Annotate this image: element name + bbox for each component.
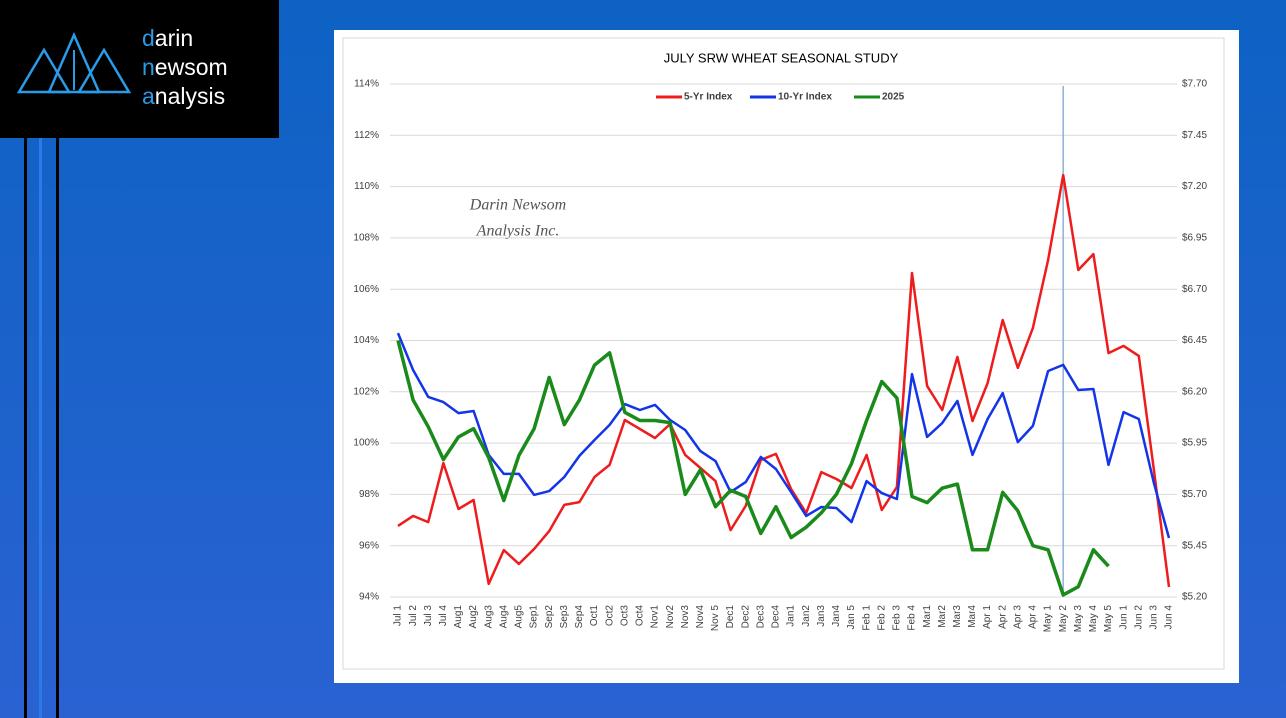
x-tick-label: Dec2 [740, 605, 751, 629]
logo-word: newsom [142, 54, 228, 80]
y-tick-label: 108% [353, 233, 379, 244]
y-tick-label: 98% [359, 489, 379, 500]
x-tick-label: Jan1 [786, 605, 797, 627]
x-tick-label: Jan2 [801, 605, 812, 627]
y2-tick-label: $6.95 [1182, 233, 1207, 244]
x-tick-label: Apr 4 [1028, 605, 1039, 629]
x-tick-label: Nov 5 [710, 605, 721, 632]
x-tick-label: Jun 3 [1149, 605, 1160, 630]
x-tick-label: Aug2 [468, 605, 479, 629]
x-tick-label: Mar3 [952, 605, 963, 628]
series-line [397, 173, 1171, 588]
x-tick-label: Aug3 [483, 605, 494, 629]
logo: darin newsom analysis [0, 0, 279, 138]
y-tick-label: 114% [354, 79, 379, 90]
logo-icon [16, 31, 132, 94]
x-tick-label: Aug1 [453, 605, 464, 629]
x-tick-label: Jun 4 [1164, 605, 1175, 630]
x-tick-label: May 2 [1058, 605, 1069, 633]
chart-title: JULY SRW WHEAT SEASONAL STUDY [664, 50, 899, 65]
x-tick-label: Sep3 [559, 605, 570, 629]
x-tick-label: Nov4 [695, 605, 706, 629]
y2-tick-label: $5.70 [1182, 489, 1207, 500]
y2-tick-label: $7.70 [1182, 79, 1207, 90]
series-line [396, 332, 1171, 539]
x-tick-label: Jul 4 [438, 605, 449, 627]
chart: JULY SRW WHEAT SEASONAL STUDY Darin News… [342, 37, 1225, 670]
x-tick-label: Apr 3 [1012, 605, 1023, 629]
x-tick-label: Dec4 [771, 605, 782, 629]
x-tick-label: Jun 2 [1133, 605, 1144, 630]
x-tick-label: Aug5 [514, 605, 525, 629]
x-tick-label: Jul 1 [393, 605, 404, 627]
logo-word: analysis [142, 83, 226, 109]
x-tick-label: May 1 [1043, 605, 1054, 633]
plot-border [342, 37, 1225, 670]
y-tick-label: 96% [359, 540, 379, 551]
x-tick-label: May 3 [1073, 605, 1084, 633]
x-tick-label: Nov1 [650, 605, 661, 629]
x-tick-label: Jun 1 [1118, 605, 1129, 630]
x-tick-label: Oct3 [619, 605, 630, 627]
legend-label: 10-Yr Index [778, 92, 832, 103]
y-tick-label: 112% [354, 130, 379, 141]
x-tick-label: Sep1 [529, 605, 540, 629]
x-tick-label: Feb 3 [892, 605, 903, 631]
x-tick-label: Oct4 [635, 605, 646, 627]
chart-area: JULY SRW WHEAT SEASONAL STUDY Darin News… [334, 30, 1239, 683]
legend-label: 2025 [882, 92, 905, 103]
x-tick-label: May 4 [1088, 605, 1099, 633]
y2-tick-label: $5.45 [1182, 540, 1207, 551]
x-tick-label: Dec3 [755, 605, 766, 629]
x-tick-label: Jan 5 [846, 605, 857, 630]
decor-line [24, 138, 27, 718]
y2-tick-label: $5.20 [1182, 592, 1207, 603]
decor-line [56, 138, 59, 718]
x-tick-label: Jan4 [831, 605, 842, 627]
x-tick-label: Sep4 [574, 605, 585, 629]
x-tick-label: Apr 2 [997, 605, 1008, 629]
x-tick-label: Sep2 [544, 605, 555, 629]
x-tick-label: Oct2 [604, 605, 615, 627]
y-tick-label: 104% [353, 335, 379, 346]
x-tick-label: Nov2 [665, 605, 676, 629]
y-tick-label: 106% [353, 284, 379, 295]
logo-word: darin [142, 25, 194, 51]
y2-tick-label: $6.70 [1182, 284, 1207, 295]
y2-tick-label: $7.20 [1182, 181, 1207, 192]
decor-line [39, 138, 42, 718]
watermark: Analysis Inc. [476, 223, 560, 240]
x-tick-label: Apr 1 [982, 605, 993, 629]
x-tick-label: Feb 1 [861, 605, 872, 631]
y2-tick-label: $7.45 [1182, 130, 1207, 141]
x-tick-label: Jul 3 [423, 605, 434, 627]
y-tick-label: 110% [354, 181, 379, 192]
y-tick-label: 94% [359, 592, 379, 603]
x-tick-label: Aug4 [498, 605, 509, 629]
x-tick-label: Jan3 [816, 605, 827, 627]
series-line [396, 340, 1110, 597]
x-tick-label: Dec1 [725, 605, 736, 629]
x-tick-label: Mar4 [967, 605, 978, 628]
y2-tick-label: $5.95 [1182, 438, 1207, 449]
y2-tick-label: $6.20 [1182, 386, 1207, 397]
x-tick-label: Feb 4 [907, 605, 918, 631]
x-tick-label: Nov3 [680, 605, 691, 629]
x-tick-label: Jul 2 [408, 605, 419, 627]
x-tick-label: Feb 2 [876, 605, 887, 631]
y-tick-label: 102% [353, 386, 379, 397]
x-tick-label: Mar1 [922, 605, 933, 628]
watermark: Darin Newsom [469, 197, 566, 214]
legend-label: 5-Yr Index [684, 92, 733, 103]
y-tick-label: 100% [353, 438, 379, 449]
y2-tick-label: $6.45 [1182, 335, 1207, 346]
x-tick-label: Mar2 [937, 605, 948, 628]
x-tick-label: Oct1 [589, 605, 600, 627]
x-tick-label: May 5 [1103, 605, 1114, 633]
